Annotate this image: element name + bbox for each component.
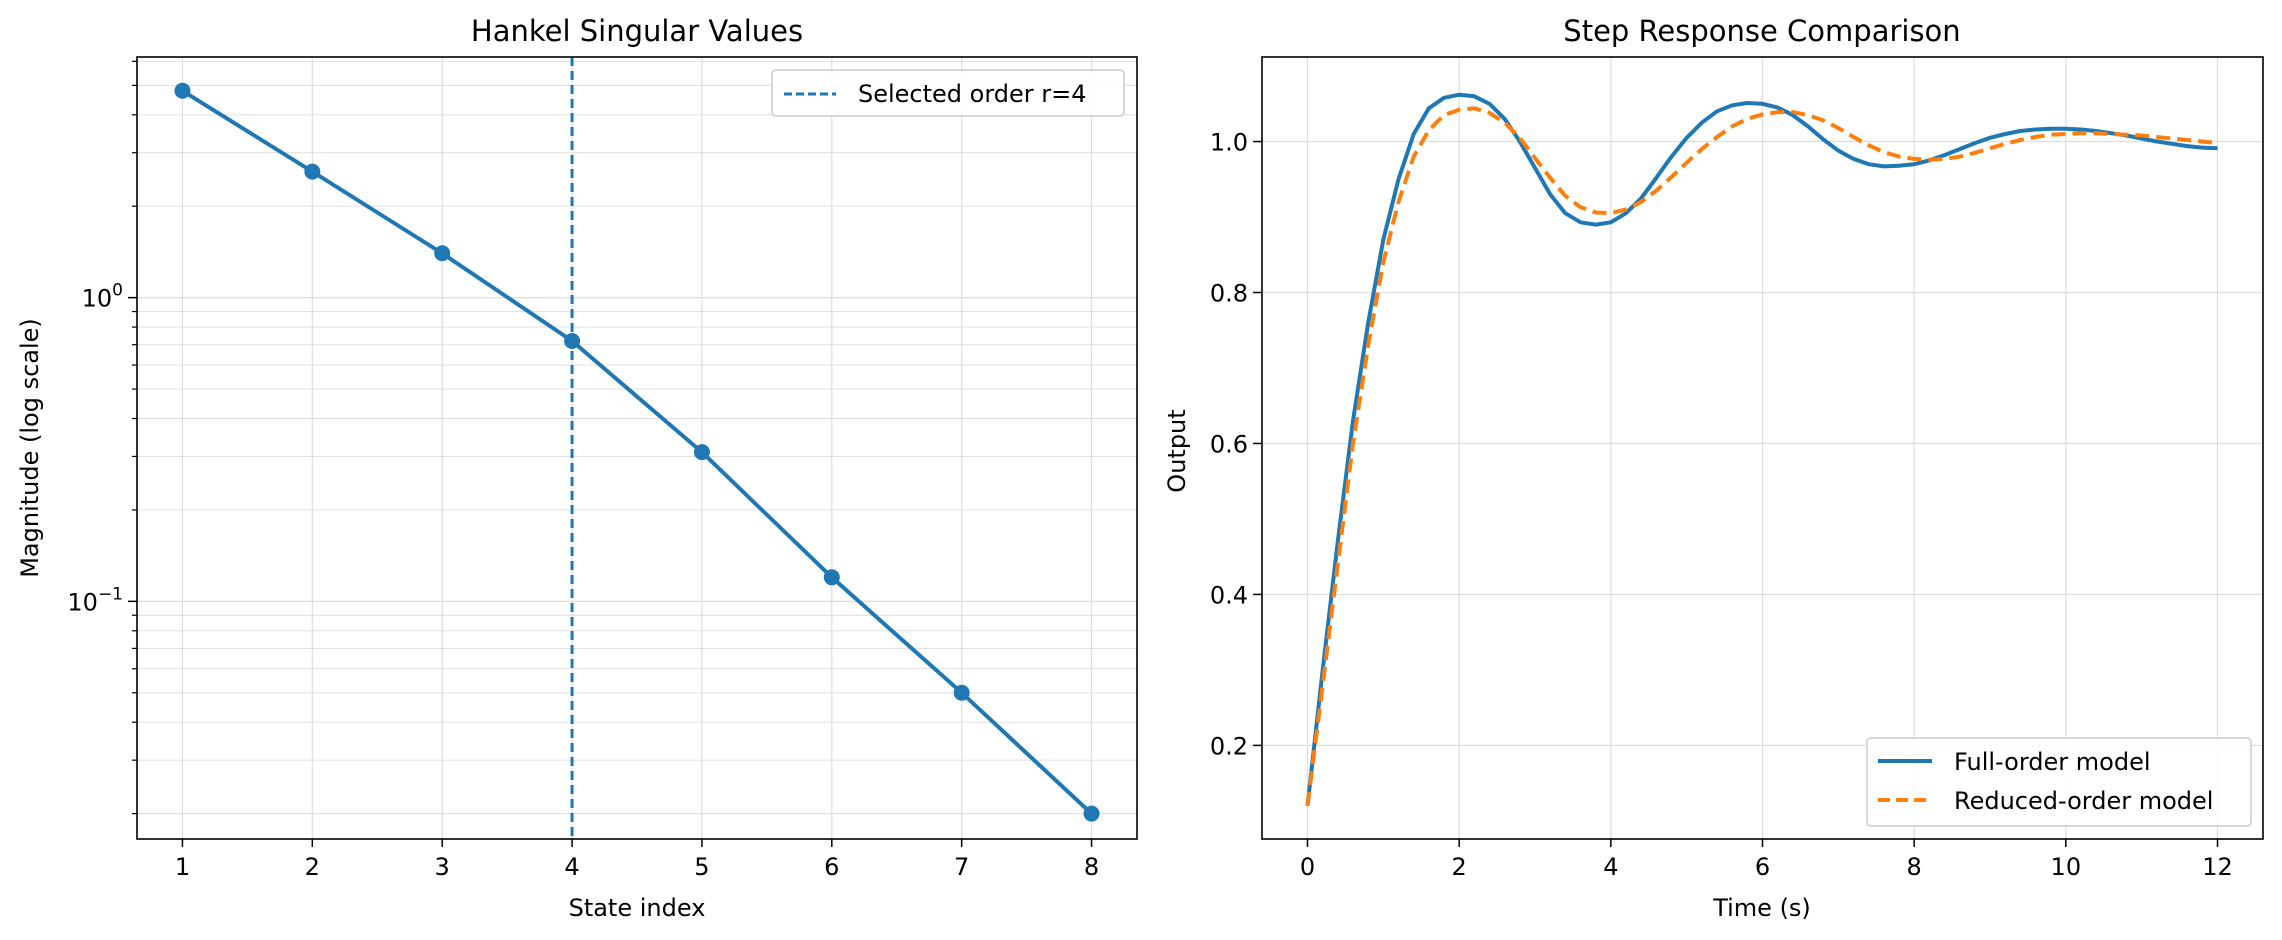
step-x-tick-label: 2 — [1452, 853, 1467, 881]
hsv-x-tick-label: 4 — [564, 853, 579, 881]
reduced-order-line — [1305, 106, 2218, 807]
step-x-tick-label: 6 — [1755, 853, 1770, 881]
hsv-x-ticks: 1 2 3 4 5 6 7 8 — [175, 839, 1099, 881]
hsv-axes-frame — [136, 56, 1138, 840]
step-chart: Step Response Comparison 0 2 4 6 8 10 12 0.20.… — [1163, 14, 2264, 922]
hsv-x-tick-label: 5 — [694, 853, 709, 881]
step-legend-label-reduced: Reduced-order model — [1954, 787, 2213, 815]
step-x-axis-label: Time (s) — [1712, 894, 1811, 922]
hsv-y-axis-label: Magnitude (log scale) — [16, 318, 44, 578]
step-y-ticks: 0.2 0.4 0.6 0.8 1.0 — [1210, 129, 1262, 760]
hsv-point — [1083, 805, 1100, 822]
step-x-tick-label: 12 — [2202, 853, 2233, 881]
hsv-point — [564, 332, 581, 349]
step-x-tick-label: 4 — [1603, 853, 1618, 881]
hsv-legend-label: Selected order r=4 — [858, 80, 1087, 108]
hsv-point — [953, 684, 970, 701]
step-y-tick-label: 0.2 — [1210, 732, 1248, 760]
hsv-grid — [137, 57, 1137, 839]
hsv-point — [693, 444, 710, 461]
step-grid — [1262, 57, 2263, 839]
hsv-series-line — [181, 89, 1093, 816]
hsv-point — [434, 245, 451, 262]
step-x-tick-label: 0 — [1300, 853, 1315, 881]
step-legend-box — [1866, 737, 2252, 827]
step-y-tick-label: 0.4 — [1210, 581, 1248, 609]
step-plot-area — [1305, 92, 2218, 807]
hsv-chart-title: Hankel Singular Values — [471, 14, 803, 48]
hsv-x-tick-label: 7 — [954, 853, 969, 881]
hsv-plot-area — [174, 57, 1100, 839]
step-y-tick-label: 0.8 — [1210, 280, 1248, 308]
hsv-point — [174, 82, 191, 99]
hsv-x-tick-label: 6 — [824, 853, 839, 881]
hsv-y-tick-label: 100 — [82, 281, 123, 313]
hsv-x-tick-label: 8 — [1084, 853, 1099, 881]
step-legend: Full-order model Reduced-order model — [1866, 737, 2252, 827]
step-y-tick-label: 1.0 — [1210, 129, 1248, 157]
step-y-axis-label: Output — [1163, 409, 1191, 492]
hsv-point — [823, 569, 840, 586]
step-y-tick-label: 0.6 — [1210, 430, 1248, 458]
hsv-y-ticks: 10−1 100 — [67, 60, 137, 815]
hsv-y-tick-label: 10−1 — [67, 584, 123, 616]
hsv-point — [304, 163, 321, 180]
hsv-x-tick-label: 2 — [305, 853, 320, 881]
step-x-tick-label: 8 — [1907, 853, 1922, 881]
step-x-tick-label: 10 — [2051, 853, 2082, 881]
hsv-x-axis-label: State index — [569, 894, 706, 922]
hsv-x-tick-label: 1 — [175, 853, 190, 881]
hsv-x-tick-label: 3 — [435, 853, 450, 881]
step-legend-label-full: Full-order model — [1954, 748, 2151, 776]
step-chart-title: Step Response Comparison — [1563, 14, 1960, 48]
hsv-legend-box — [771, 69, 1125, 117]
hsv-legend: Selected order r=4 — [771, 69, 1125, 117]
full-order-line — [1305, 92, 2218, 807]
step-x-ticks: 0 2 4 6 8 10 12 — [1300, 839, 2233, 881]
